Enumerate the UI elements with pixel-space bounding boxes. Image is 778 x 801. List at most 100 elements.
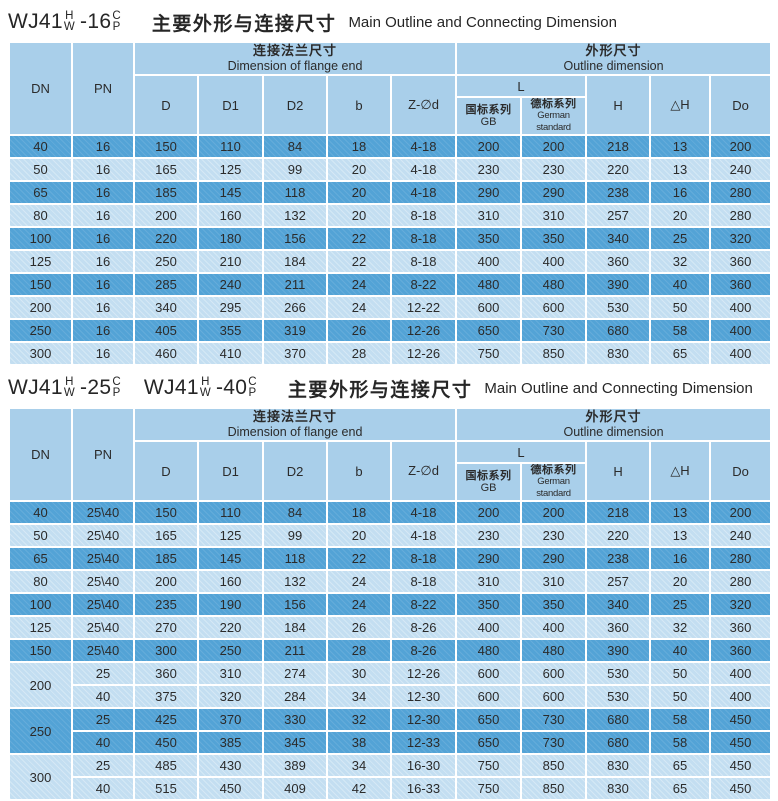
cell-h: 530 — [585, 295, 652, 320]
cell-b: 24 — [326, 592, 392, 617]
cell-d2: 156 — [262, 592, 328, 617]
cell-d2: 319 — [262, 318, 328, 343]
cell-l_de: 730 — [520, 707, 588, 732]
cell-d2: 84 — [262, 500, 328, 525]
cell-d: 220 — [133, 226, 199, 251]
table-row: 300 16 460 410 370 28 12-26 750 850 830 65 400 — [8, 341, 773, 366]
cell-b: 20 — [326, 203, 392, 228]
col-l-header: L — [455, 74, 588, 98]
cell-pn: 16 — [71, 272, 135, 297]
col-h-header: H — [585, 74, 652, 136]
cell-dn: 40 — [8, 500, 73, 525]
table-row: 65 25\40 185 145 118 22 8-18 290 290 238 16 280 — [8, 546, 773, 571]
cell-b: 18 — [326, 500, 392, 525]
cell-zd: 4-18 — [389, 157, 458, 182]
cell-b: 26 — [326, 615, 392, 640]
section-pn25-40: WJ41 H W -25 C P WJ41 H W -40 C P 主要外形与连接尺寸 Main O… — [0, 366, 778, 801]
cell-h: 238 — [585, 546, 652, 571]
cell-l_de: 230 — [520, 523, 588, 548]
cell-dn: 80 — [8, 203, 73, 228]
model-base: WJ41 — [8, 10, 63, 33]
cell-do: 320 — [709, 226, 773, 251]
cell-l_de: 400 — [520, 249, 588, 274]
cell-pn: 25 — [71, 707, 135, 732]
cell-zd: 4-18 — [389, 134, 458, 159]
cell-dh: 13 — [649, 523, 712, 548]
cell-dh: 58 — [649, 707, 712, 732]
cell-zd: 8-18 — [389, 569, 458, 594]
cell-dn: 125 — [8, 249, 73, 274]
cell-d1: 385 — [197, 730, 264, 755]
col-pn-header: PN — [71, 41, 135, 136]
cell-do: 450 — [709, 730, 773, 755]
cell-d: 425 — [133, 707, 199, 732]
cell-dh: 13 — [649, 157, 712, 182]
cell-do: 360 — [709, 249, 773, 274]
cell-l_gb: 650 — [455, 318, 523, 343]
cell-do: 240 — [709, 157, 773, 182]
cell-d1: 210 — [197, 249, 264, 274]
cell-d: 185 — [133, 180, 199, 205]
cell-d2: 389 — [262, 753, 328, 778]
col-d-header: D — [133, 440, 199, 502]
cell-l_gb: 650 — [455, 730, 523, 755]
cell-h: 220 — [585, 523, 652, 548]
cell-d2: 84 — [262, 134, 328, 159]
cell-zd: 12-33 — [389, 730, 458, 755]
cell-do: 450 — [709, 776, 773, 801]
cell-b: 34 — [326, 684, 392, 709]
cell-d: 270 — [133, 615, 199, 640]
cell-dn: 50 — [8, 157, 73, 182]
cell-l_gb: 290 — [455, 180, 523, 205]
cell-l_gb: 480 — [455, 272, 523, 297]
cell-pn: 40 — [71, 684, 135, 709]
cell-b: 24 — [326, 569, 392, 594]
table-row: 100 25\40 235 190 156 24 8-22 350 350 340 25 320 — [8, 592, 773, 617]
cell-pn: 16 — [71, 341, 135, 366]
cell-dh: 25 — [649, 226, 712, 251]
col-l-german-header: 德标系列 German standard — [520, 96, 588, 136]
cell-d2: 99 — [262, 157, 328, 182]
cell-h: 830 — [585, 776, 652, 801]
cell-d1: 110 — [197, 500, 264, 525]
cell-h: 220 — [585, 157, 652, 182]
cell-l_de: 290 — [520, 546, 588, 571]
model-base: WJ41 — [143, 376, 199, 399]
cell-zd: 16-33 — [389, 776, 458, 801]
col-l-header: L — [455, 440, 588, 464]
cell-dh: 50 — [649, 295, 712, 320]
cell-d: 285 — [133, 272, 199, 297]
cell-d1: 110 — [197, 134, 264, 159]
cell-dh: 13 — [649, 134, 712, 159]
cell-h: 680 — [585, 318, 652, 343]
cell-b: 20 — [326, 157, 392, 182]
cell-l_de: 310 — [520, 569, 588, 594]
cell-pn: 25 — [71, 661, 135, 686]
cell-d2: 266 — [262, 295, 328, 320]
cell-do: 450 — [709, 707, 773, 732]
cell-b: 22 — [326, 546, 392, 571]
cell-pn: 16 — [71, 295, 135, 320]
cell-dn: 65 — [8, 180, 73, 205]
cell-dn: 40 — [8, 134, 73, 159]
table-row: 125 16 250 210 184 22 8-18 400 400 360 32 360 — [8, 249, 773, 274]
table-row: 100 16 220 180 156 22 8-18 350 350 340 25 320 — [8, 226, 773, 251]
cell-pn: 25\40 — [71, 523, 135, 548]
cell-l_gb: 650 — [455, 707, 523, 732]
table-row: 125 25\40 270 220 184 26 8-26 400 400 360 32 360 — [8, 615, 773, 640]
cell-d2: 118 — [262, 546, 328, 571]
cell-dn: 100 — [8, 226, 73, 251]
cell-do: 400 — [709, 661, 773, 686]
cell-h: 530 — [585, 661, 652, 686]
flange-group-header: 连接法兰尺寸 Dimension of flange end — [132, 407, 458, 442]
cell-d1: 125 — [197, 523, 264, 548]
cell-d: 360 — [133, 661, 199, 686]
col-l-german-header: 德标系列 German standard — [520, 462, 588, 502]
cell-l_gb: 750 — [455, 753, 523, 778]
table-row: 250 16 405 355 319 26 12-26 650 730 680 58 400 — [8, 318, 773, 343]
cell-l_de: 730 — [520, 730, 588, 755]
cell-b: 20 — [326, 523, 392, 548]
